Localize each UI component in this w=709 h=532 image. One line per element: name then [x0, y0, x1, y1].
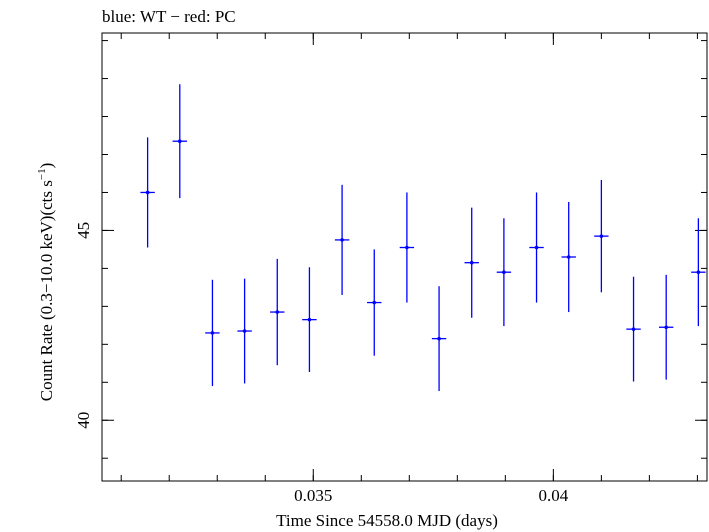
data-point: [140, 137, 155, 248]
point-marker: [469, 260, 474, 265]
y-axis-label-main: Count Rate (0.3−10.0 keV)(cts s: [37, 180, 56, 401]
point-marker: [502, 270, 506, 274]
point-marker: [696, 270, 701, 274]
data-point: [172, 84, 187, 199]
data-point: [334, 184, 350, 295]
axis-ticks: [102, 33, 707, 481]
data-point: [270, 258, 285, 366]
point-marker: [631, 327, 636, 331]
point-marker: [307, 317, 312, 322]
point-marker: [242, 329, 247, 333]
data-point: [496, 218, 512, 327]
point-marker: [664, 325, 668, 330]
data-point: [205, 279, 220, 387]
x-axis-label: Time Since 54558.0 MJD (days): [276, 511, 498, 530]
data-point: [626, 276, 641, 382]
point-marker: [145, 190, 150, 195]
data-point: [302, 267, 317, 373]
point-marker: [275, 310, 280, 314]
point-marker: [340, 238, 344, 242]
y-axis-label-exponent: −1: [36, 168, 48, 180]
data-point: [561, 201, 576, 313]
chart-title: blue: WT − red: PC: [102, 7, 236, 26]
point-marker: [534, 245, 539, 250]
data-point: [367, 249, 382, 356]
plot-frame: [101, 32, 708, 482]
point-marker: [210, 331, 215, 335]
point-marker: [599, 234, 604, 238]
data-point: [594, 179, 609, 293]
y-axis-label: Count Rate (0.3−10.0 keV)(cts s−1): [36, 163, 56, 402]
y-tick-label: 45: [74, 222, 93, 239]
point-marker: [437, 336, 441, 341]
data-point: [237, 278, 252, 384]
data-point: [431, 286, 447, 392]
data-point: [529, 192, 544, 303]
point-marker: [405, 245, 409, 250]
axis-tick-labels: 0.035 0.04 40 45: [74, 222, 569, 505]
x-tick-label: 0.04: [538, 486, 568, 505]
y-tick-label: 40: [74, 412, 93, 429]
data-point: [399, 192, 415, 303]
point-marker: [566, 255, 571, 259]
data-points: [140, 84, 706, 392]
y-axis-label-close: ): [37, 163, 56, 169]
point-marker: [177, 139, 182, 143]
data-point: [658, 274, 674, 380]
data-point: [464, 207, 479, 318]
data-point: [691, 218, 706, 327]
x-tick-label: 0.035: [294, 486, 332, 505]
point-marker: [372, 300, 377, 305]
